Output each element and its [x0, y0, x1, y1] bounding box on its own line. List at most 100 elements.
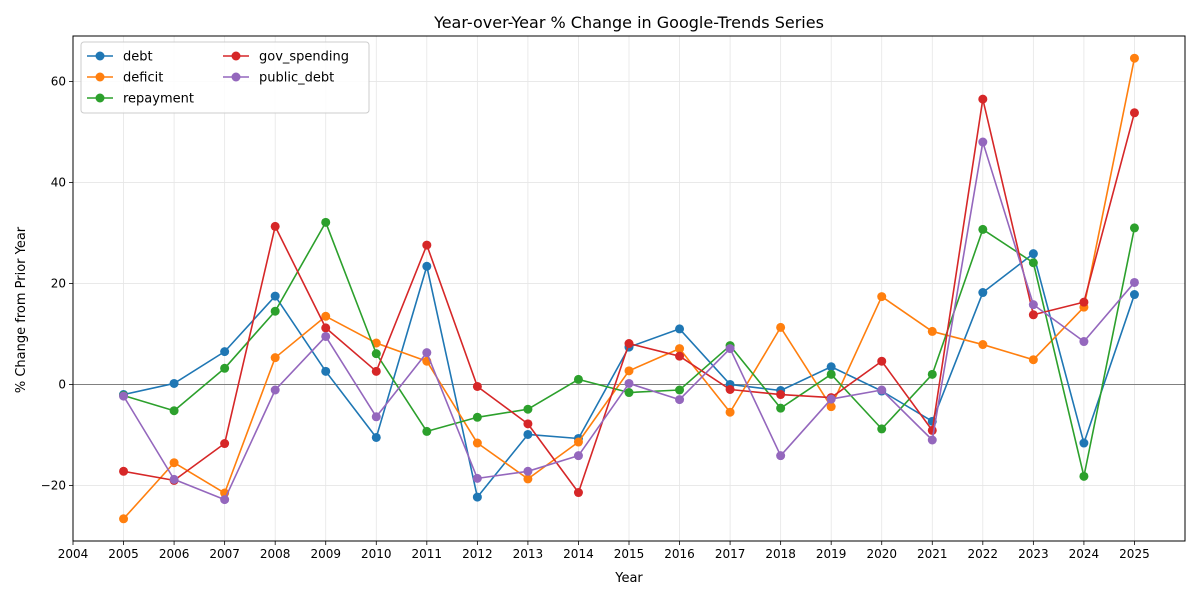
data-point: [523, 466, 533, 476]
data-point: [978, 94, 988, 104]
data-point: [1079, 337, 1089, 347]
x-axis-title: Year: [614, 571, 643, 586]
legend-label: debt: [123, 50, 153, 65]
x-tick-label: 2021: [917, 547, 948, 561]
data-point: [725, 385, 735, 394]
x-tick-label: 2017: [715, 547, 746, 561]
x-tick-label: 2025: [1119, 547, 1150, 561]
data-point: [826, 394, 836, 404]
x-tick-label: 2004: [58, 547, 89, 561]
data-point: [371, 412, 381, 422]
data-point: [1028, 300, 1038, 310]
data-point: [169, 474, 179, 484]
data-point: [220, 495, 230, 505]
y-tick-label: 20: [51, 276, 66, 290]
data-point: [1129, 277, 1139, 287]
legend: debt deficit repayment gov_spending public_d…: [80, 41, 370, 114]
data-point: [1129, 108, 1139, 118]
data-point: [573, 437, 583, 447]
x-tick-label: 2015: [614, 547, 645, 561]
data-point: [321, 323, 331, 333]
data-point: [675, 324, 685, 334]
legend-label: public_debt: [259, 71, 334, 86]
data-point: [877, 424, 887, 434]
data-point: [119, 391, 129, 401]
legend-swatch-marker: [95, 93, 105, 103]
data-point: [675, 344, 685, 354]
y-tick-label: −20: [41, 478, 66, 492]
data-point: [169, 406, 179, 416]
data-point: [927, 369, 937, 379]
data-point: [472, 412, 482, 422]
x-tick-label: 2011: [412, 547, 443, 561]
data-point: [776, 322, 786, 332]
x-tick-label: 2020: [866, 547, 897, 561]
legend-swatch-marker: [95, 51, 105, 61]
data-point: [321, 311, 331, 321]
data-point: [978, 288, 988, 298]
x-tick-label: 2016: [664, 547, 695, 561]
legend-swatch-marker: [95, 72, 105, 82]
legend-swatch-marker: [231, 72, 241, 82]
data-point: [119, 466, 129, 476]
x-tick-label: 2008: [260, 547, 291, 561]
data-point: [776, 403, 786, 413]
x-tick-label: 2022: [968, 547, 999, 561]
data-point: [675, 351, 685, 361]
legend-item: deficit: [87, 71, 163, 86]
data-point: [725, 344, 735, 354]
y-tick-label: 0: [58, 377, 66, 391]
x-tick-label: 2005: [108, 547, 139, 561]
legend-item: repayment: [87, 92, 194, 107]
data-point: [675, 395, 685, 405]
x-tick-label: 2010: [361, 547, 392, 561]
data-point: [573, 374, 583, 384]
y-axis-title: % Change from Prior Year: [14, 226, 29, 393]
data-point: [169, 378, 179, 388]
data-point: [624, 388, 634, 398]
data-point: [523, 404, 533, 414]
data-point: [624, 339, 634, 349]
data-point: [270, 306, 280, 316]
data-point: [978, 224, 988, 234]
series-layer: [119, 53, 1139, 524]
legend-label: repayment: [123, 92, 194, 107]
data-point: [1129, 53, 1139, 63]
x-tick-label: 2023: [1018, 547, 1049, 561]
data-point: [422, 426, 432, 436]
legend-label: gov_spending: [259, 50, 349, 65]
data-point: [826, 369, 836, 379]
data-point: [472, 381, 482, 391]
data-point: [927, 326, 937, 336]
data-point: [1079, 438, 1089, 448]
series-repayment: [119, 217, 1139, 481]
data-point: [371, 349, 381, 359]
legend-item: debt: [87, 50, 153, 65]
data-point: [472, 473, 482, 483]
x-tick-label: 2012: [462, 547, 493, 561]
data-point: [573, 451, 583, 461]
data-point: [1028, 249, 1038, 259]
data-point: [523, 419, 533, 429]
data-point: [776, 451, 786, 461]
data-point: [1028, 355, 1038, 365]
data-point: [1028, 310, 1038, 320]
data-point: [270, 221, 280, 231]
x-tick-label: 2013: [513, 547, 544, 561]
data-point: [776, 390, 786, 400]
data-point: [270, 385, 280, 395]
data-point: [220, 439, 230, 449]
x-tick-label: 2007: [209, 547, 240, 561]
data-point: [826, 402, 836, 412]
data-point: [321, 217, 331, 227]
legend-label: deficit: [123, 71, 163, 86]
data-point: [675, 385, 685, 395]
data-point: [1129, 290, 1139, 300]
data-point: [877, 385, 887, 395]
data-point: [927, 425, 937, 435]
x-tick-label: 2024: [1069, 547, 1100, 561]
data-point: [220, 347, 230, 357]
data-point: [1079, 297, 1089, 307]
data-point: [877, 292, 887, 302]
